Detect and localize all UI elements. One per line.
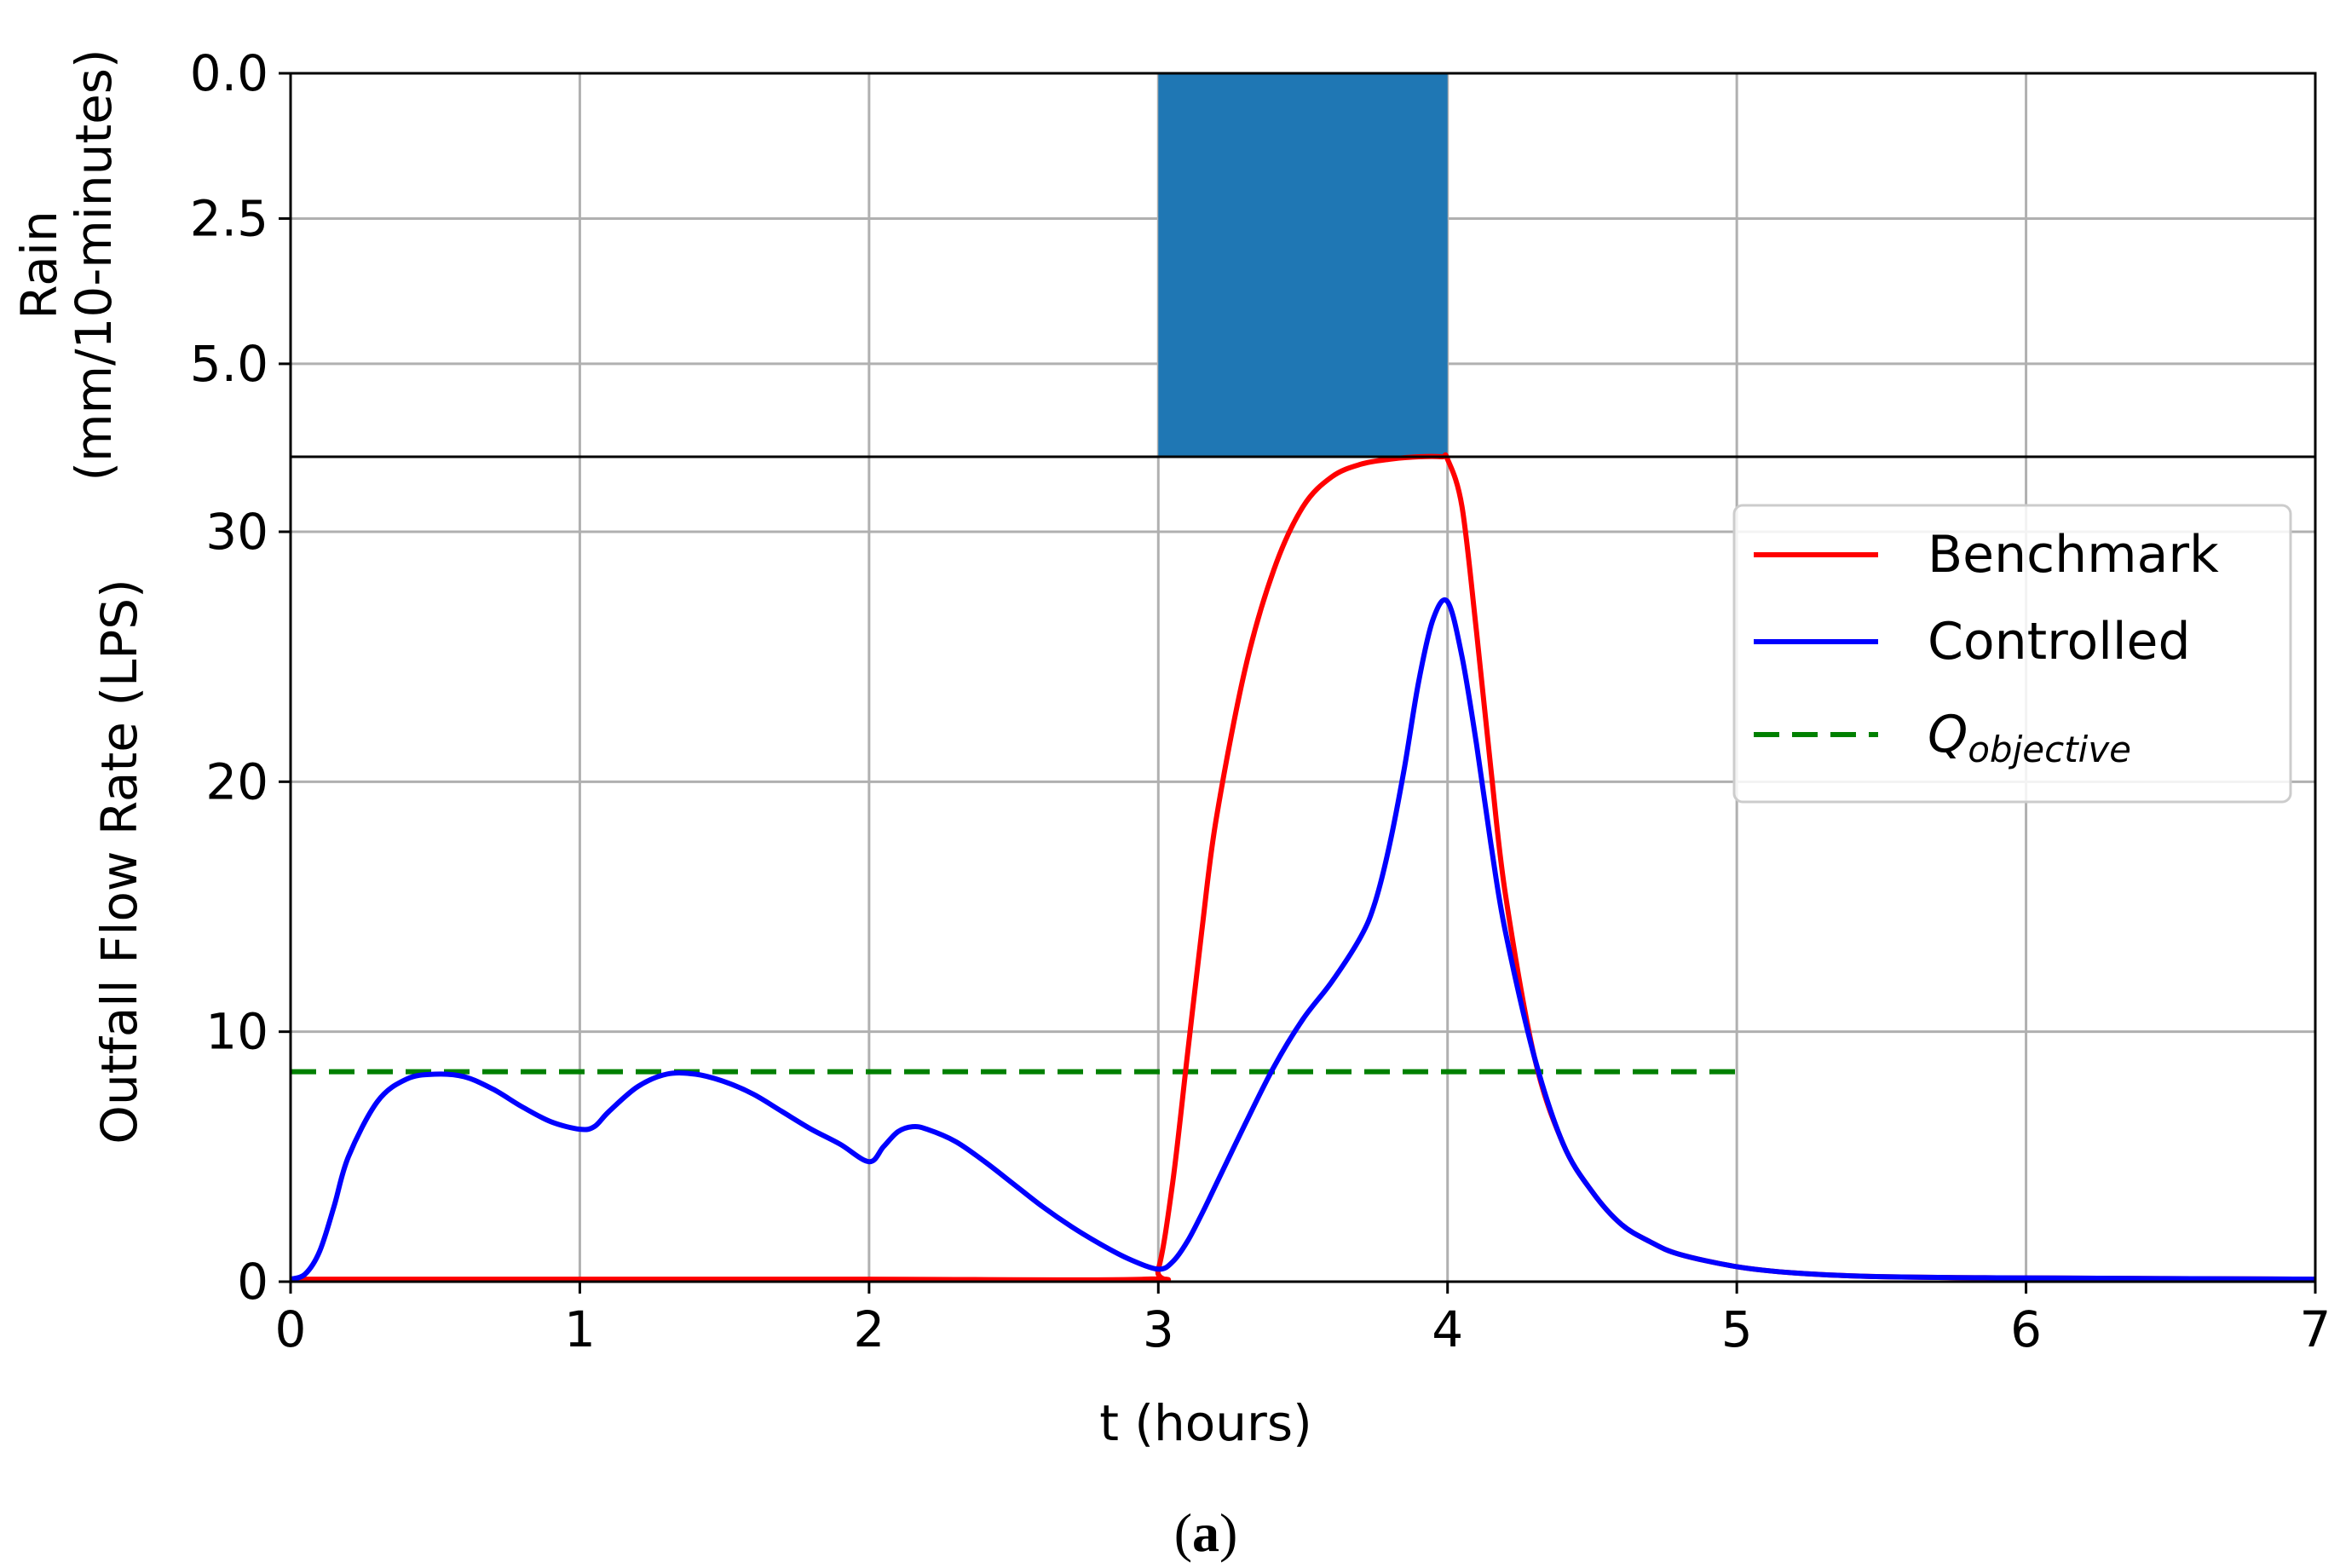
caption-close: ) [1219, 1502, 1237, 1563]
rain-ytick-label-0: 0.0 [190, 44, 268, 102]
flow-x-ticks: 0 1 2 3 4 5 6 7 [275, 1282, 2331, 1358]
rain-panel: 0.0 2.5 5.0 Rain (mm/10-minutes) [10, 44, 2317, 481]
legend-label-benchmark: Benchmark [1928, 525, 2219, 585]
flow-y-ticks: 0 10 20 30 [205, 503, 291, 1311]
rain-bars [1158, 73, 1448, 457]
legend-label-controlled: Controlled [1928, 612, 2191, 672]
rain-ylabel-line1: Rain [10, 210, 68, 319]
xtick-label-7: 7 [2300, 1300, 2331, 1358]
rain-ytick-label-2: 5.0 [190, 335, 268, 393]
flow-ytick-label-3: 30 [205, 503, 268, 561]
flow-ytick-label-1: 10 [205, 1003, 268, 1061]
flow-axes-frame [289, 455, 2317, 1283]
caption-open: ( [1174, 1502, 1192, 1563]
flow-ytick-label-2: 20 [205, 752, 268, 810]
rain-ytick-label-1: 2.5 [190, 189, 268, 247]
legend-box [1732, 504, 2292, 804]
flow-ylabel: Outfall Flow Rate (LPS) [90, 579, 148, 1144]
rain-y-ticks: 0.0 2.5 5.0 [190, 44, 291, 393]
xtick-label-2: 2 [853, 1300, 885, 1358]
xtick-label-1: 1 [564, 1300, 596, 1358]
xtick-label-3: 3 [1143, 1300, 1174, 1358]
rain-ylabel-line2: (mm/10-minutes) [65, 49, 123, 481]
legend-label-q-objective: Qobjective [1928, 705, 2131, 770]
flow-ytick-label-0: 0 [237, 1253, 268, 1311]
legend-label-q-subscript: objective [1968, 729, 2131, 770]
rain-bar-0 [1158, 73, 1448, 457]
caption-letter: a [1192, 1502, 1219, 1563]
legend: Benchmark Controlled Qobjective [1732, 504, 2292, 804]
xtick-label-4: 4 [1432, 1300, 1463, 1358]
legend-label-q: Q [1928, 705, 1968, 764]
series-line-controlled [289, 597, 2316, 1283]
xtick-label-0: 0 [275, 1300, 307, 1358]
flow-xlabel: t (hours) [1099, 1394, 1312, 1452]
xtick-label-5: 5 [1721, 1300, 1753, 1358]
figure-caption: (a) [1174, 1502, 1238, 1563]
xtick-label-6: 6 [2010, 1300, 2042, 1358]
